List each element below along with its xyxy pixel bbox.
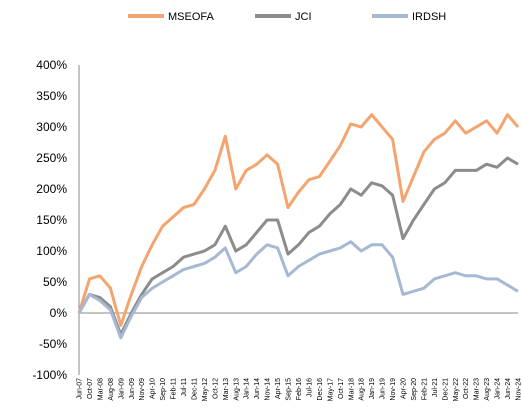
- y-tick-label: 0%: [50, 306, 68, 320]
- x-tick-label: Aug-08: [108, 378, 115, 401]
- x-tick-label: Sep-15: [286, 378, 293, 401]
- x-tick-label: Jan-14: [244, 378, 251, 400]
- x-tick-label: Mar-23: [474, 378, 481, 400]
- x-tick-label: Nov-24: [516, 378, 522, 401]
- x-tick-label: Jun-09: [129, 378, 136, 400]
- x-tick-label: Jun-19: [380, 378, 387, 400]
- x-tick-label: Dec-16: [317, 378, 324, 401]
- x-tick-label: Feb-16: [296, 378, 303, 400]
- x-tick-label: Sep-20: [411, 378, 418, 401]
- x-tick-label: Aug-13: [233, 378, 240, 401]
- legend-label: JCI: [295, 11, 312, 23]
- series-line: [79, 158, 518, 335]
- x-tick-label: Mar-08: [97, 378, 104, 400]
- y-tick-label: -100%: [32, 368, 67, 382]
- x-tick-label: Apr-10: [150, 378, 157, 399]
- x-tick-label: Apr-20: [401, 378, 408, 399]
- legend-label: IRDSH: [412, 11, 446, 23]
- x-tick-label: Nov-09: [139, 378, 146, 401]
- x-tick-label: Sep-10: [160, 378, 167, 401]
- x-tick-label: Jan-09: [118, 378, 125, 400]
- y-tick-label: 100%: [36, 244, 67, 258]
- x-tick-label: May-12: [202, 378, 209, 401]
- x-tick-label: Aug-23: [484, 378, 491, 401]
- y-tick-label: 50%: [43, 275, 67, 289]
- x-tick-label: Oct-12: [212, 378, 219, 399]
- y-tick-label: 350%: [36, 89, 67, 103]
- x-tick-label: Dec-11: [191, 378, 198, 400]
- x-tick-label: Jan-24: [495, 378, 502, 400]
- x-tick-label: Jul-21: [432, 378, 439, 397]
- y-tick-label: 400%: [36, 58, 67, 72]
- x-tick-label: Jul-16: [306, 378, 313, 397]
- y-tick-label: 250%: [36, 151, 67, 165]
- x-tick-label: May-22: [453, 378, 460, 401]
- legend-label: MSEOFA: [168, 11, 215, 23]
- x-tick-label: Jun-14: [254, 378, 261, 400]
- y-tick-label: 200%: [36, 182, 67, 196]
- x-tick-label: Oct-07: [87, 378, 94, 399]
- x-tick-label: Mar-13: [223, 378, 230, 400]
- y-tick-label: 150%: [36, 213, 67, 227]
- x-tick-label: Dec-21: [442, 378, 449, 401]
- x-tick-label: Oct-17: [338, 378, 345, 399]
- x-tick-label: Apr-15: [275, 378, 282, 399]
- x-tick-label: Feb-11: [171, 378, 178, 400]
- x-tick-label: Aug-18: [359, 378, 366, 401]
- x-tick-label: Oct-22: [463, 378, 470, 399]
- x-tick-label: Jun-07: [77, 378, 84, 400]
- x-tick-label: May-17: [327, 378, 334, 401]
- x-tick-label: Jan-19: [369, 378, 376, 400]
- x-tick-label: Jun-24: [505, 378, 512, 400]
- x-tick-label: Mar-18: [348, 378, 355, 400]
- y-tick-label: -50%: [39, 337, 67, 351]
- y-tick-label: 300%: [36, 120, 67, 134]
- x-tick-label: Jul-11: [181, 378, 188, 397]
- x-tick-label: Feb-21: [421, 378, 428, 400]
- x-tick-label: Nov-19: [390, 378, 397, 401]
- x-tick-label: Nov-14: [265, 378, 272, 401]
